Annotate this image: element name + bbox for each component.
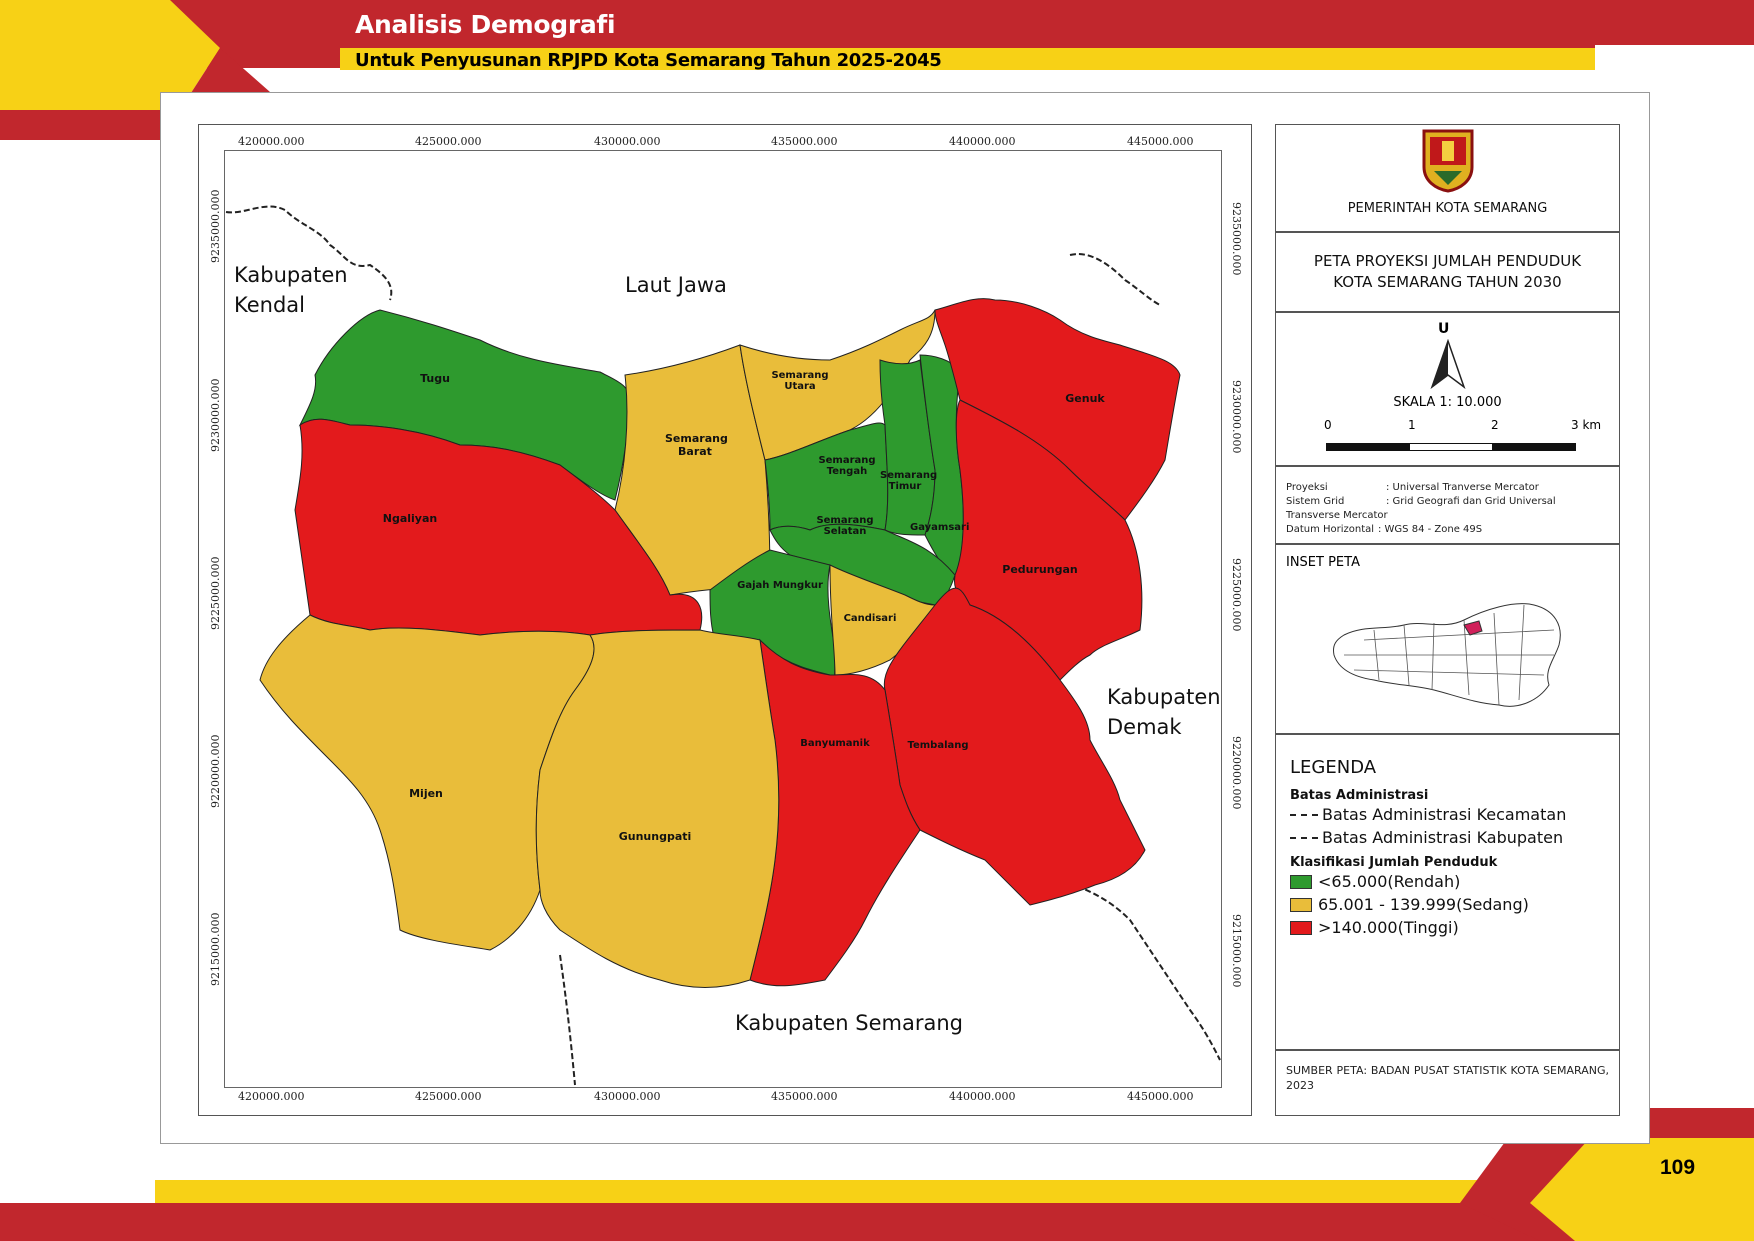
x-coord-bottom: 420000.000 [238,1090,305,1103]
scale-tick: 2 [1491,418,1499,432]
x-coord-top: 420000.000 [238,135,305,148]
x-coord-bottom: 435000.000 [771,1090,838,1103]
x-coord-bottom: 425000.000 [415,1090,482,1103]
place-demak: Kabupaten Demak [1107,685,1221,739]
map-source: SUMBER PETA: BADAN PUSAT STATISTIK KOTA … [1286,1064,1609,1092]
semarang-emblem-icon [1422,129,1474,193]
x-coord-bottom: 445000.000 [1127,1090,1194,1103]
legend-batas-kabupaten: Batas Administrasi Kabupaten [1290,826,1619,849]
proj-label: Datum Horizontal [1286,524,1375,535]
district-label: Mijen [409,787,443,800]
panel-source: SUMBER PETA: BADAN PUSAT STATISTIK KOTA … [1275,1050,1620,1116]
district-label: Tembalang [907,740,969,751]
district-label: Gunungpati [618,830,692,843]
scale-tick: 1 [1408,418,1416,432]
panel-authority: PEMERINTAH KOTA SEMARANG [1275,124,1620,232]
inset-map [1333,603,1561,707]
scale-tick: 3 km [1571,418,1602,432]
legend-title: LEGENDA [1290,757,1377,778]
legend-rendah: <65.000(Rendah) [1290,870,1619,893]
district-label: Pedurungan [1002,563,1078,576]
place-semarang: Kabupaten Semarang [735,1011,963,1035]
panel-scale: U SKALA 1: 10.000 0 1 2 3 km [1275,312,1620,466]
x-coord-top: 435000.000 [771,135,838,148]
district-label: Semarang Barat [665,432,728,458]
proj-label: Proyeksi [1286,482,1328,493]
authority-name: PEMERINTAH KOTA SEMARANG [1347,201,1548,216]
scale-tick: 0 [1324,418,1332,432]
district-label: Gayamsari [910,522,970,533]
proj-value: Transverse Mercator [1286,510,1388,521]
legend-sedang: 65.001 - 139.999(Sedang) [1290,893,1619,916]
x-coord-top: 445000.000 [1127,135,1194,148]
batas-title: Batas Administrasi [1290,788,1429,803]
proj-value: : Grid Geografi dan Grid Universal [1386,496,1556,507]
place-laut-jawa: Laut Jawa [625,273,727,297]
district-label: Tugu [420,372,450,385]
district-label: Gajah Mungkur [737,580,823,591]
header-title: Analisis Demografi [355,10,616,39]
place-kendal: Kabupaten Kendal [234,263,348,317]
panel-legend: LEGENDA Batas Administrasi Batas Adminis… [1275,734,1620,1050]
x-coord-bottom: 440000.000 [949,1090,1016,1103]
scale-bar [1326,443,1576,451]
panel-inset: INSET PETA [1275,544,1620,734]
inset-title: INSET PETA [1286,555,1360,570]
legend-tinggi: >140.000(Tinggi) [1290,916,1619,939]
district-label: Semarang Timur [880,470,938,492]
scale-label: SKALA 1: 10.000 [1393,395,1502,410]
north-label: U [1438,321,1450,337]
x-coord-top: 430000.000 [594,135,661,148]
panel-map-title: PETA PROYEKSI JUMLAH PENDUDUK KOTA SEMAR… [1275,232,1620,312]
district-label: Ngaliyan [382,512,438,525]
x-coord-top: 425000.000 [415,135,482,148]
district-label: Semarang Selatan [816,515,874,537]
district-label: Semarang Tengah [818,455,876,477]
header-subtitle: Untuk Penyusunan RPJPD Kota Semarang Tah… [355,50,942,71]
proj-value: : Universal Tranverse Mercator [1386,482,1539,493]
panel-projection: Proyeksi : Universal Tranverse Mercator S… [1275,466,1620,544]
klasifikasi-title: Klasifikasi Jumlah Penduduk [1290,855,1498,870]
legend-batas-kecamatan: Batas Administrasi Kecamatan [1290,803,1619,826]
page-number: 109 [1660,1156,1696,1179]
proj-label: Sistem Grid [1286,496,1345,507]
district-label: Genuk [1065,392,1105,405]
x-coord-top: 440000.000 [949,135,1016,148]
map-title: PETA PROYEKSI JUMLAH PENDUDUK KOTA SEMAR… [1313,252,1582,291]
x-coord-bottom: 430000.000 [594,1090,661,1103]
north-arrow-icon [1430,339,1466,389]
district-label: Candisari [843,613,897,624]
map-inner-border [224,150,1222,1088]
district-label: Semarang Utara [771,370,829,392]
proj-value: : WGS 84 - Zone 49S [1378,524,1483,535]
district-label: Banyumanik [800,738,870,749]
